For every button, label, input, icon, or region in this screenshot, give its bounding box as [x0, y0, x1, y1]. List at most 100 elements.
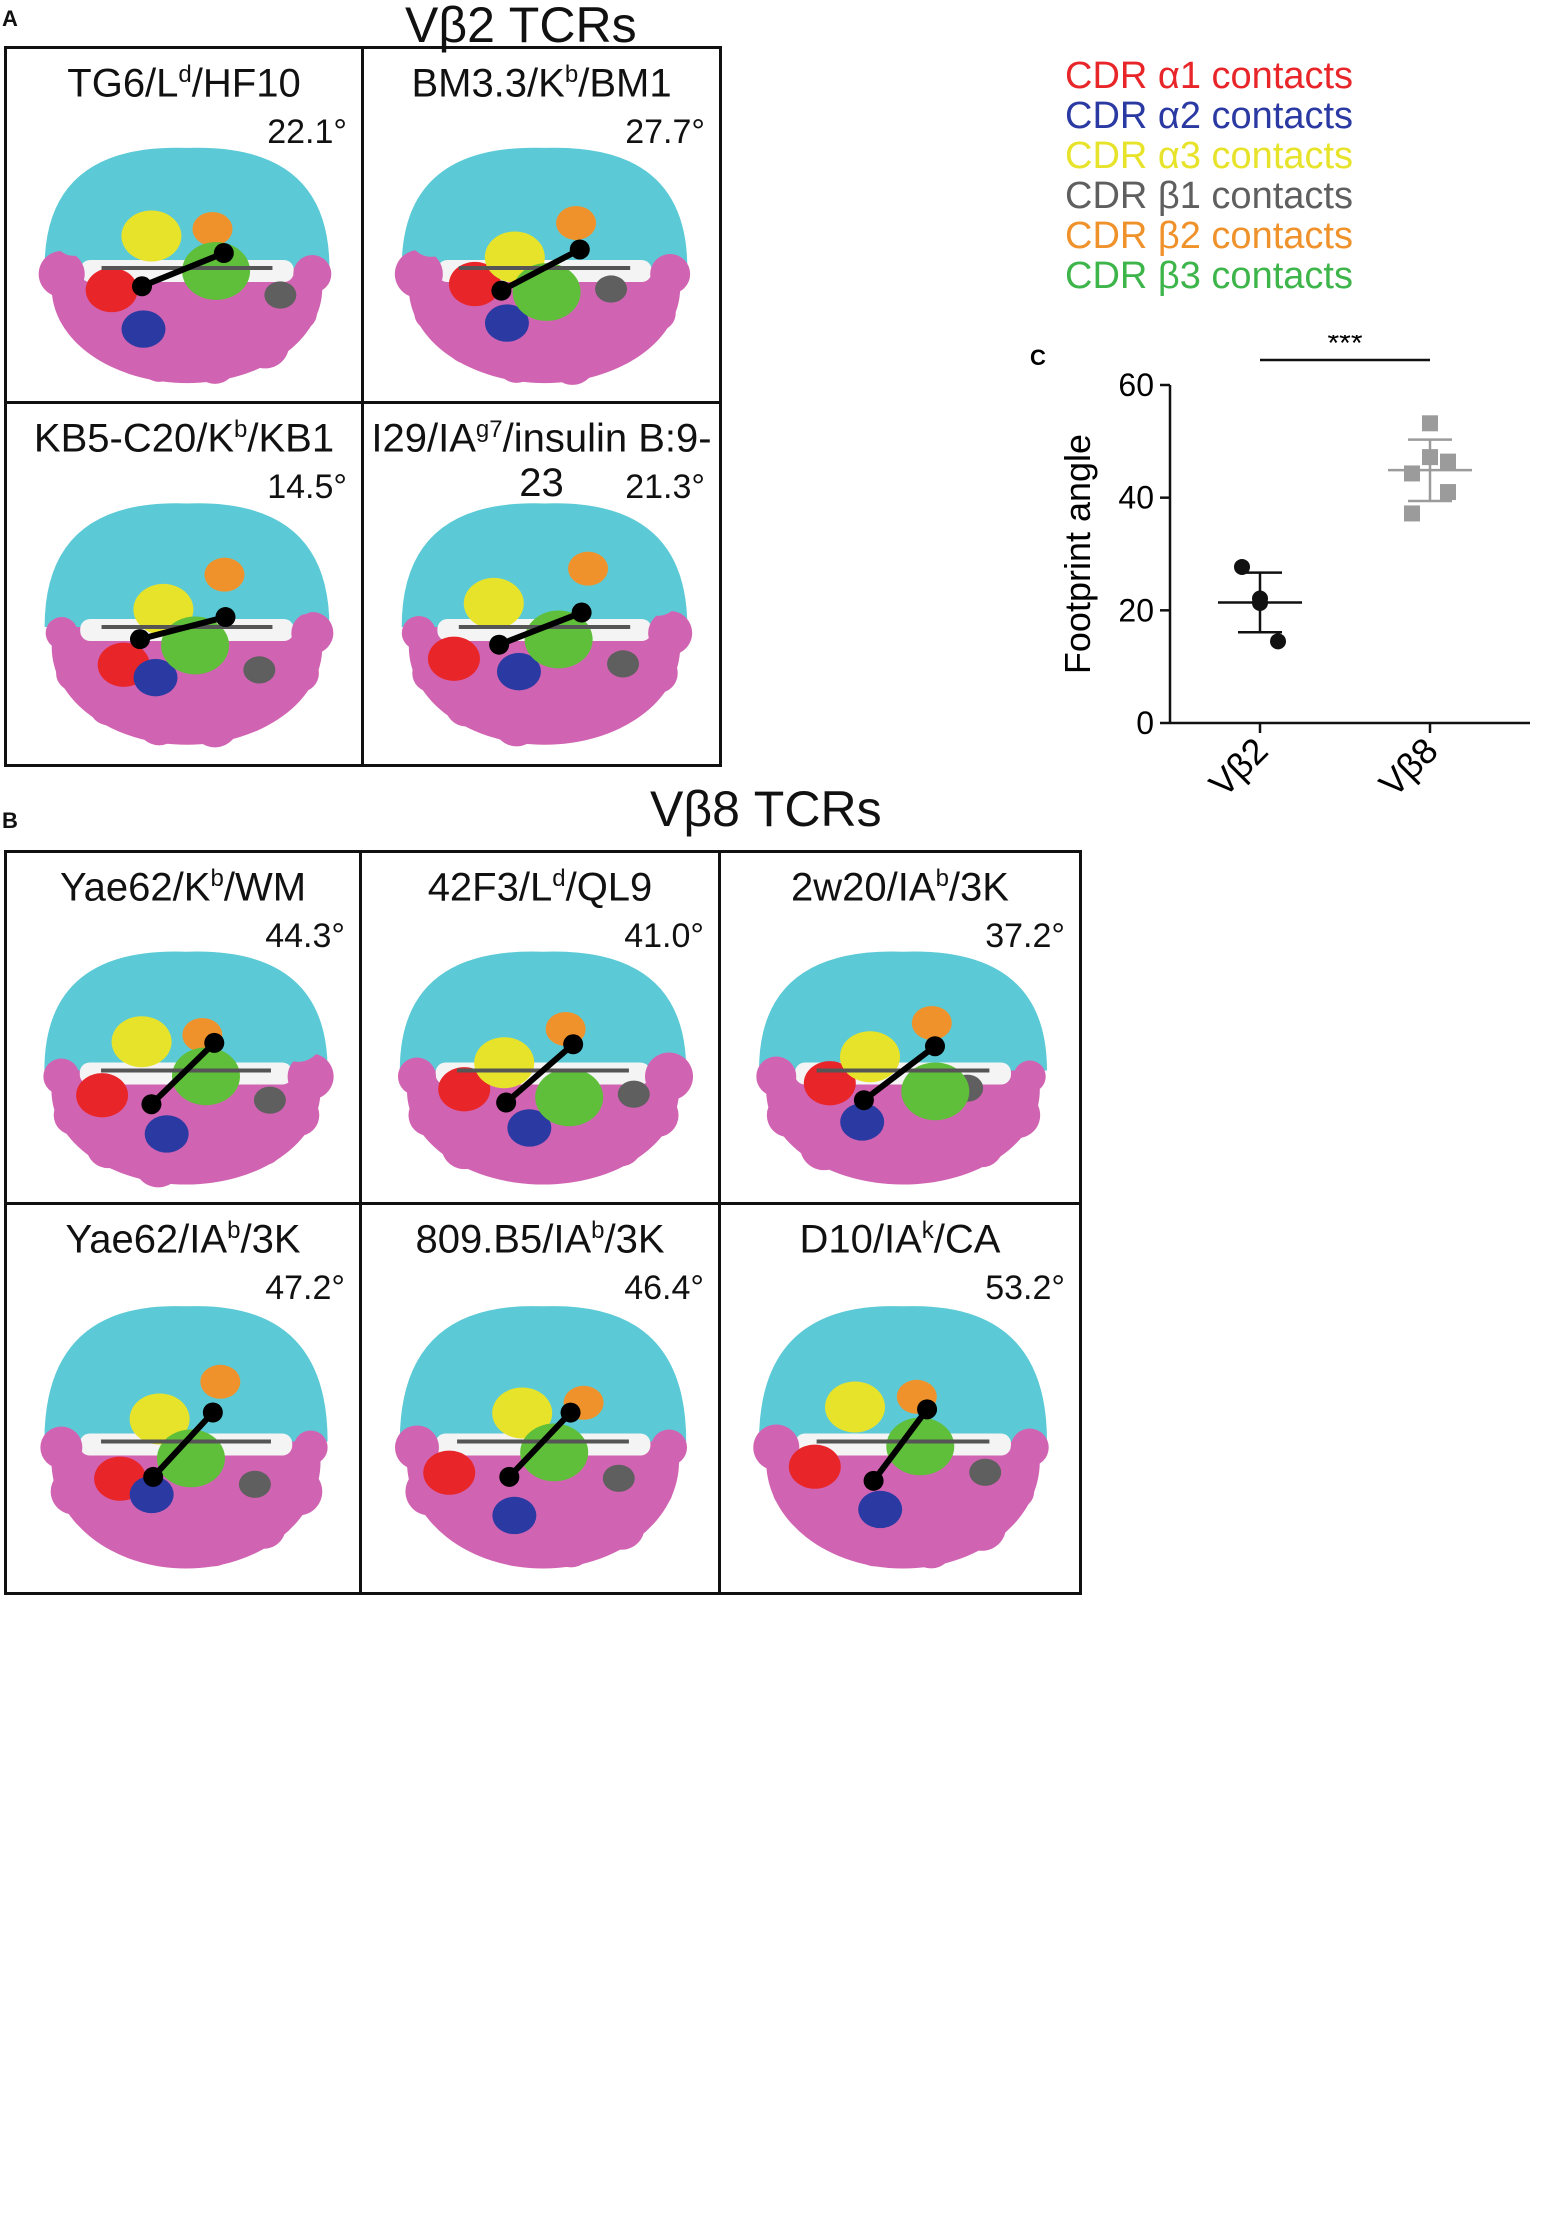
cdr-a1-contact-patch: [788, 1444, 841, 1489]
significance-stars: ***: [1327, 335, 1362, 360]
surface-lobe: [446, 1350, 483, 1387]
footprint-endpoint: [560, 1402, 581, 1423]
footprint-angle-label: 53.2°: [985, 1269, 1065, 1307]
cdr-a2-contact-patch: [484, 304, 529, 342]
surface-lobe: [87, 539, 130, 582]
footprint-endpoint: [129, 629, 150, 650]
footprint-vector-line: [504, 1042, 576, 1105]
cdr-b1-contact-patch: [607, 650, 640, 678]
surface-lobe: [190, 162, 239, 211]
cdr-a2-contact-patch: [858, 1490, 903, 1529]
cdr-a2-contact-patch: [144, 1115, 189, 1153]
data-point-Vβ2: [1270, 633, 1286, 650]
surface-lobe: [910, 968, 953, 1011]
cdr-a3-contact-patch: [129, 1393, 190, 1445]
molecular-surface-image: [394, 147, 691, 385]
footprint-vector-line: [140, 250, 225, 290]
footprint-angle-label: 37.2°: [985, 917, 1065, 955]
legend-entry: CDR β1 contacts: [1065, 175, 1353, 217]
structure-title: D10/IAk/CA: [799, 1217, 1001, 1262]
vb2-structure-cell: KB5-C20/Kb/KB1 14.5°: [4, 401, 364, 767]
surface-lobe: [496, 522, 537, 563]
footprint-angle-label: 46.4°: [624, 1269, 704, 1307]
surface-lobe: [248, 688, 283, 723]
y-axis-label: Footprint angle: [1057, 434, 1098, 674]
surface-lobe: [246, 989, 281, 1024]
surface-lobe: [45, 617, 78, 649]
cdr-b2-contact-patch: [204, 557, 245, 592]
mhc-alpha1-surface: [44, 503, 330, 627]
panel-a-letter: A: [2, 6, 18, 31]
footprint-endpoint: [215, 607, 236, 628]
footprint-angle-label: 21.3°: [625, 468, 705, 506]
vb8-structure-cell: Yae62/IAb/3K 47.2°: [4, 1202, 362, 1595]
cdr-b1-contact-patch: [595, 275, 628, 303]
molecular-surface-image: [44, 503, 334, 748]
structure-title: Yae62/IAb/3K: [65, 1217, 301, 1262]
y-tick-label: 20: [1118, 592, 1154, 628]
surface-lobe: [58, 297, 91, 330]
cdr-a3-contact-patch: [111, 1016, 172, 1068]
surface-lobe: [397, 1057, 436, 1096]
surface-lobe: [409, 1383, 450, 1424]
molecular-surface-image: [40, 1306, 328, 1569]
footprint-vector-line: [499, 246, 582, 294]
surface-lobe: [601, 1126, 642, 1167]
cdr-b3-contact-patch: [886, 1417, 955, 1476]
footprint-vector-line: [149, 1040, 217, 1107]
data-point-Vβ8: [1440, 484, 1456, 501]
legend-entry: CDR α3 contacts: [1065, 135, 1354, 177]
surface-lobe: [140, 523, 179, 562]
surface-lobe: [961, 1125, 1004, 1168]
footprint-vector-line: [507, 1410, 573, 1479]
footprint-endpoint: [132, 276, 153, 297]
molecular-surface-image: [394, 1306, 688, 1569]
surface-lobe: [493, 700, 540, 747]
surface-lobe: [56, 655, 93, 692]
structure-title: 2w20/IAb/3K: [791, 865, 1009, 910]
surface-lobe: [139, 341, 180, 382]
structure-title: 809.B5/IAb/3K: [415, 1217, 665, 1262]
cdr-a1-contact-patch: [85, 267, 138, 313]
surface-lobe: [241, 536, 290, 585]
cdr-a3-contact-patch: [121, 210, 182, 262]
surface-lobe: [88, 685, 129, 726]
surface-lobe: [550, 1525, 593, 1568]
cdr-a1-contact-patch: [76, 1073, 129, 1118]
data-point-Vβ8: [1422, 449, 1438, 466]
mhc-alpha1-surface: [759, 1306, 1047, 1442]
cdr-b1-contact-patch: [243, 656, 276, 684]
y-tick-label: 40: [1118, 480, 1154, 516]
panel-a-title: Vβ2 TCRs: [405, 0, 637, 53]
surface-lobe: [553, 1145, 590, 1182]
cdr-b2-contact-patch: [200, 1364, 241, 1399]
surface-lobe: [445, 684, 488, 727]
surface-lobe: [441, 1123, 488, 1170]
molecular-surface-image: [756, 951, 1047, 1185]
surface-lobe: [851, 966, 898, 1013]
surface-lobe: [243, 181, 288, 226]
footprint-endpoint: [202, 1402, 223, 1423]
surface-lobe: [963, 987, 1002, 1026]
footprint-vector-line: [498, 609, 583, 648]
surface-lobe: [192, 339, 237, 384]
surface-lobe: [394, 250, 443, 298]
surface-lobe: [767, 1382, 810, 1425]
panel-c-letter: C: [1030, 345, 1046, 370]
surface-lobe: [498, 1147, 531, 1180]
surface-lobe: [92, 1510, 125, 1543]
surface-lobe: [805, 1508, 842, 1545]
surface-lobe: [636, 213, 679, 256]
footprint-endpoint: [489, 634, 510, 655]
y-tick-label: 0: [1136, 705, 1154, 741]
cdr-a2-contact-patch: [121, 310, 166, 348]
cdr-a2-contact-patch: [129, 1475, 174, 1514]
cdr-b3-contact-patch: [901, 1062, 970, 1121]
surface-lobe: [650, 254, 691, 294]
surface-lobe: [958, 1502, 1007, 1551]
cdr-a1-contact-patch: [423, 1450, 476, 1495]
surface-lobe: [53, 213, 96, 256]
cdr-b3-contact-patch: [171, 1047, 240, 1106]
surface-lobe: [40, 1426, 83, 1469]
footprint-vector-line: [871, 1407, 930, 1483]
